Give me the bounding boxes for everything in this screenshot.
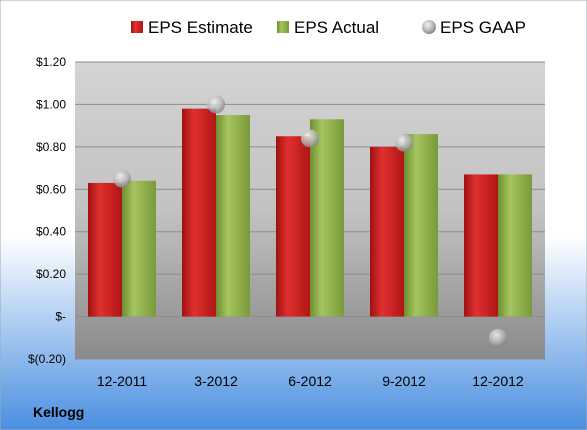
bars bbox=[88, 108, 532, 317]
marker-eps-gaap bbox=[489, 328, 507, 347]
legend-swatch bbox=[277, 21, 289, 33]
y-tick-label: $1.00 bbox=[36, 97, 66, 111]
y-tick-label: $(0.20) bbox=[28, 352, 66, 366]
bar-eps-actual bbox=[498, 174, 532, 317]
legend: EPS Estimate EPS Actual EPS GAAP bbox=[131, 18, 526, 37]
x-tick-label: 12-2012 bbox=[472, 373, 524, 389]
bar-eps-estimate bbox=[88, 182, 122, 317]
bar-eps-estimate bbox=[464, 174, 498, 317]
footer-company-label: Kellogg bbox=[33, 404, 84, 420]
bar-eps-actual bbox=[122, 180, 156, 317]
x-tick-label: 12-2011 bbox=[97, 373, 148, 389]
legend-swatch bbox=[422, 20, 436, 34]
legend-swatch bbox=[131, 21, 143, 33]
x-tick-label: 9-2012 bbox=[382, 373, 426, 389]
legend-label: EPS Estimate bbox=[148, 18, 253, 37]
y-tick-label: $0.60 bbox=[36, 182, 66, 196]
bar-eps-actual bbox=[310, 119, 344, 317]
x-axis-ticks: 12-2011 3-2012 6-2012 9-2012 12-2012 bbox=[97, 373, 524, 389]
gaap-markers bbox=[113, 95, 507, 347]
marker-eps-gaap bbox=[113, 169, 131, 188]
bar-eps-estimate bbox=[182, 108, 216, 317]
bar-eps-estimate bbox=[370, 146, 404, 317]
x-tick-label: 3-2012 bbox=[194, 373, 238, 389]
bar-eps-actual bbox=[404, 134, 438, 317]
y-tick-label: $- bbox=[55, 310, 66, 324]
y-tick-label: $1.20 bbox=[36, 55, 66, 69]
y-tick-label: $0.80 bbox=[36, 140, 66, 154]
y-tick-label: $0.20 bbox=[36, 267, 66, 281]
x-tick-label: 6-2012 bbox=[288, 373, 332, 389]
legend-label: EPS GAAP bbox=[440, 18, 526, 37]
legend-label: EPS Actual bbox=[294, 18, 379, 37]
y-axis-ticks: $1.20 $1.00 $0.80 $0.60 $0.40 $0.20 $- $(0.20) bbox=[28, 55, 66, 366]
marker-eps-gaap bbox=[207, 95, 225, 114]
marker-eps-gaap bbox=[301, 129, 319, 148]
bar-eps-estimate bbox=[276, 136, 310, 317]
bar-eps-actual bbox=[216, 115, 250, 317]
y-tick-label: $0.40 bbox=[36, 225, 66, 239]
marker-eps-gaap bbox=[395, 133, 413, 152]
